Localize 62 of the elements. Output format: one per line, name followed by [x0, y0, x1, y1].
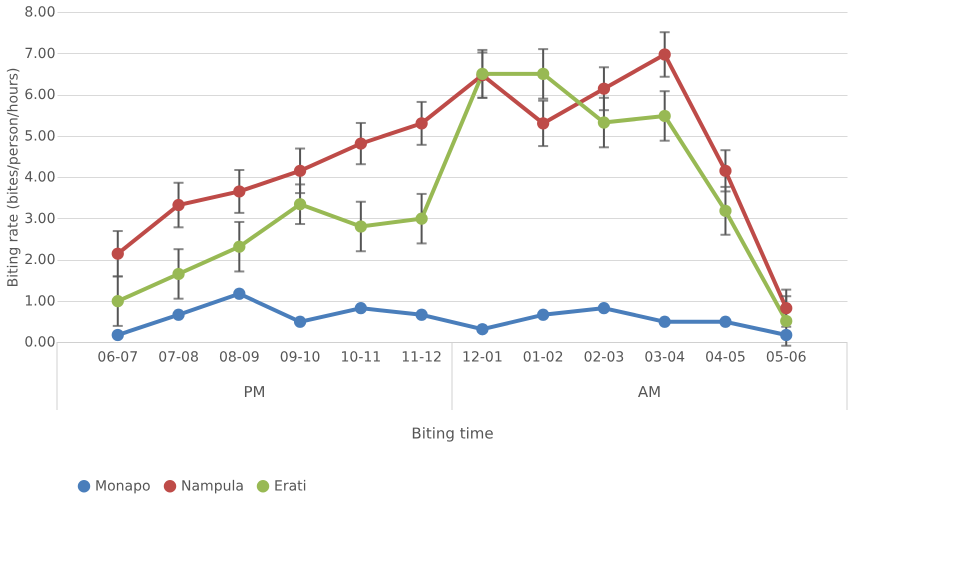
point	[415, 212, 428, 225]
point	[233, 240, 246, 253]
point	[780, 302, 792, 314]
point	[598, 116, 610, 129]
y-tick-label: 4.00	[24, 170, 56, 186]
point	[658, 48, 671, 61]
y-tick-label: 1.00	[24, 293, 56, 310]
point	[172, 308, 185, 321]
point	[719, 316, 732, 328]
point	[476, 323, 489, 336]
point	[780, 314, 792, 328]
point	[780, 328, 792, 342]
y-tick-label: 8.00	[24, 4, 56, 20]
text: PM	[244, 383, 266, 401]
x-tick-label: 06-07	[97, 350, 138, 366]
point	[415, 117, 428, 130]
x-tick-label: 03-04	[644, 350, 686, 366]
point	[598, 82, 610, 95]
x-tick-label: 11-12	[401, 350, 442, 366]
y-tick-label: 0.00	[24, 334, 56, 350]
legend-label: Monapo	[95, 478, 151, 494]
point	[658, 316, 671, 328]
point	[294, 316, 306, 328]
x-tick-label: 05-06	[766, 350, 807, 366]
point	[598, 302, 610, 314]
point	[294, 198, 306, 210]
y-tick-label: 6.00	[24, 87, 56, 103]
y-tick-label: 7.00	[24, 46, 56, 62]
point	[719, 204, 732, 217]
point	[537, 68, 550, 80]
x-tick-label: 12-01	[462, 350, 503, 366]
point	[112, 295, 124, 308]
point	[354, 220, 367, 233]
y-tick-label: 2.00	[24, 252, 56, 268]
point	[354, 137, 367, 150]
x-tick-label: 07-08	[158, 350, 199, 366]
point	[354, 302, 367, 314]
point	[294, 164, 306, 177]
point	[112, 248, 124, 260]
x-tick-label: 08-09	[218, 350, 260, 366]
point	[719, 164, 732, 177]
y-axis-title: Biting rate (bites/person/hours)	[5, 68, 22, 288]
point	[658, 110, 671, 122]
point	[172, 198, 185, 212]
x-tick-label: 04-05	[705, 350, 746, 366]
point	[172, 268, 185, 280]
legend-label: Nampula	[181, 478, 244, 494]
point	[537, 117, 550, 130]
text: AM	[638, 383, 662, 401]
y-tick-label: 3.00	[24, 210, 56, 227]
x-tick-label: 09-10	[280, 350, 320, 366]
point	[112, 328, 124, 342]
y-tick-label: 5.00	[24, 128, 56, 144]
point	[537, 308, 550, 321]
x-tick-label: 02-03	[584, 350, 624, 366]
point	[415, 308, 428, 321]
legend-label: Erati	[274, 478, 307, 494]
x-tick-label: 01-02	[522, 350, 564, 366]
point	[233, 185, 246, 198]
x-axis-title: Biting time	[411, 424, 494, 442]
x-tick-label: 10-11	[340, 350, 382, 366]
point	[233, 288, 246, 300]
